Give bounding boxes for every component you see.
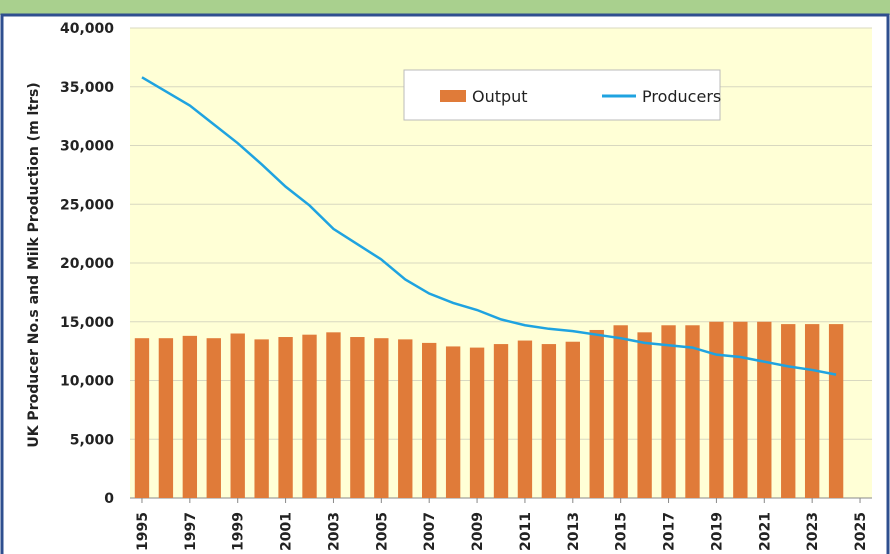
bar	[254, 339, 269, 498]
bar	[709, 321, 724, 498]
y-tick-label: 25,000	[60, 197, 114, 213]
y-tick-label: 30,000	[60, 139, 114, 155]
x-tick-label: 2021	[757, 512, 773, 551]
frame	[0, 13, 890, 554]
bar	[733, 321, 748, 498]
bar	[326, 332, 341, 498]
bar	[422, 342, 437, 498]
y-tick-label: 15,000	[60, 315, 114, 331]
bar	[661, 325, 676, 498]
y-tick-label: 10,000	[60, 374, 114, 390]
x-tick-label: 1999	[231, 512, 247, 551]
x-tick-label: 2009	[470, 512, 486, 551]
bar	[589, 329, 604, 498]
x-tick-label: 2013	[566, 512, 582, 551]
y-axis-title: UK Producer No.s and Milk Production (m …	[26, 82, 42, 447]
bar	[828, 324, 844, 498]
line	[141, 76, 837, 376]
bar	[541, 344, 557, 498]
x-tick-label: 2003	[326, 512, 342, 551]
x-tick-label: 2005	[374, 512, 390, 551]
bar	[469, 347, 485, 498]
bar	[565, 341, 580, 498]
bar	[398, 339, 413, 498]
top-band	[0, 0, 890, 15]
bar	[206, 338, 221, 498]
bar	[374, 338, 389, 498]
x-tick-label: 2025	[853, 512, 869, 551]
y-tick-label: 5,000	[70, 432, 115, 448]
x-tick-label: 1997	[183, 512, 199, 551]
bar	[230, 333, 245, 498]
bar	[134, 338, 150, 498]
x-tick-label: 2015	[614, 512, 630, 551]
legend-items: Output Producers	[440, 87, 721, 106]
legend-label: Producers	[642, 87, 721, 106]
bar	[350, 337, 365, 498]
bar	[278, 337, 293, 498]
bar	[613, 325, 628, 498]
legend-label: Output	[472, 87, 528, 106]
x-tick-label: 2007	[422, 512, 438, 551]
bar	[517, 340, 533, 498]
x-tick-label: 2011	[518, 512, 534, 551]
bar	[493, 344, 509, 498]
x-tick-label: 2023	[805, 512, 821, 551]
bar	[781, 324, 796, 498]
x-tick-label: 1995	[135, 512, 151, 551]
bar	[158, 338, 174, 498]
x-tick-label: 2019	[709, 512, 725, 551]
bar	[804, 324, 820, 498]
y-tick-label: 35,000	[60, 80, 114, 96]
x-tick-label: 2017	[662, 512, 678, 551]
plot	[130, 27, 872, 503]
x-tick-label: 2001	[279, 512, 295, 551]
y-tick-label: 20,000	[60, 256, 114, 272]
bar	[182, 335, 198, 498]
y-tick-label: 40,000	[60, 21, 114, 37]
bar	[685, 325, 700, 498]
legend-swatch	[440, 90, 466, 102]
bar	[757, 321, 772, 498]
bar	[445, 346, 461, 498]
bar	[302, 334, 317, 498]
bar	[637, 332, 652, 498]
y-tick-label: 0	[104, 491, 114, 507]
